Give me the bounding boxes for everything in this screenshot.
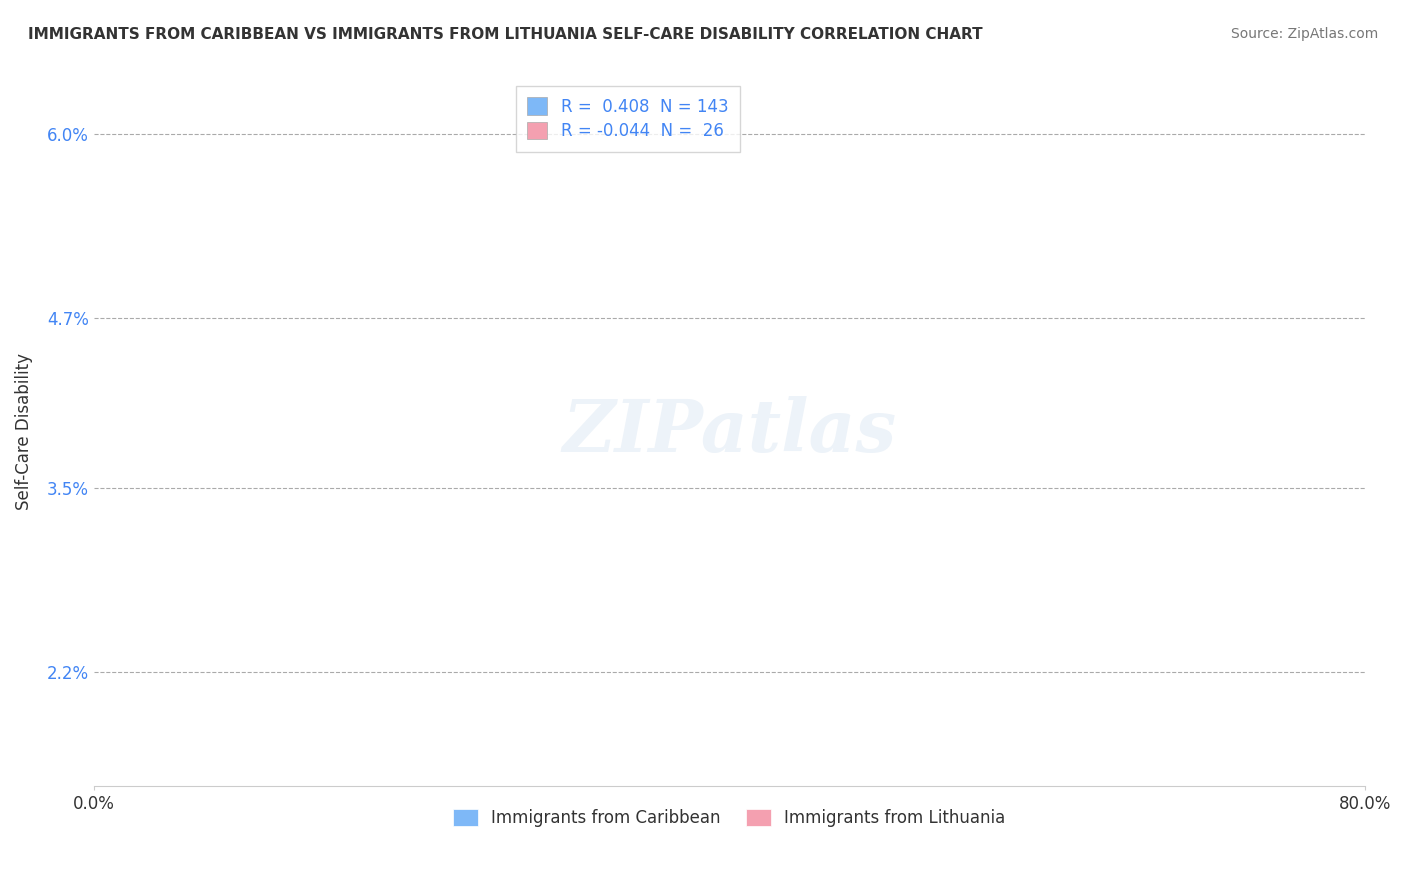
Text: IMMIGRANTS FROM CARIBBEAN VS IMMIGRANTS FROM LITHUANIA SELF-CARE DISABILITY CORR: IMMIGRANTS FROM CARIBBEAN VS IMMIGRANTS … [28,27,983,42]
Text: Source: ZipAtlas.com: Source: ZipAtlas.com [1230,27,1378,41]
Y-axis label: Self-Care Disability: Self-Care Disability [15,353,32,510]
Legend: Immigrants from Caribbean, Immigrants from Lithuania: Immigrants from Caribbean, Immigrants fr… [447,803,1012,834]
Text: ZIPatlas: ZIPatlas [562,396,897,467]
